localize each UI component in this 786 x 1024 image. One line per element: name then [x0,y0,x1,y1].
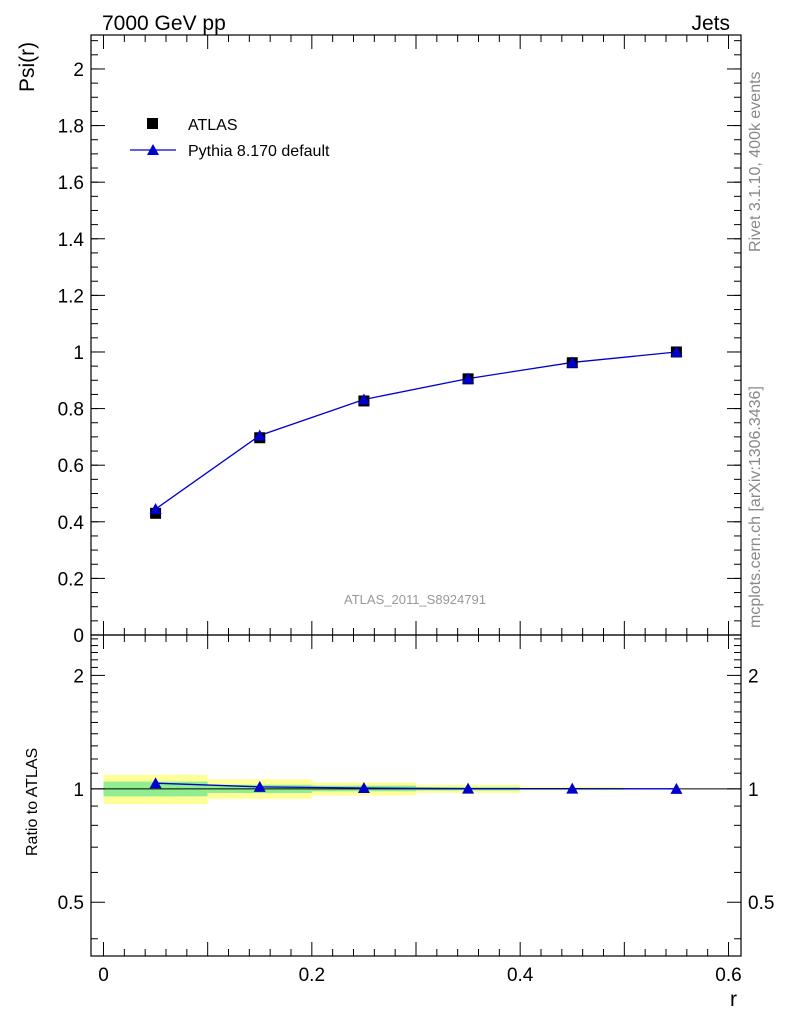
analysis-tag: ATLAS_2011_S8924791 [344,592,486,607]
x-tick-label: 0.6 [715,965,741,986]
main-y-tick-label: 1 [73,343,84,364]
main-y-axis-ticks: 0 0.2 0.4 0.6 0.8 1 1.2 1.4 1.6 1.8 2 [58,35,741,647]
legend-data-label: ATLAS [188,117,238,134]
header-left-label: 7000 GeV pp [102,12,226,35]
x-tick-label: 0.4 [507,965,534,986]
header-right-label: Jets [691,12,730,35]
ratio-point [149,777,162,789]
ratio-y-axis-label: Ratio to ATLAS [24,748,41,856]
rivet-version-label: Rivet 3.1.10, 400k events [747,71,764,252]
main-y-tick-label: 2 [73,60,84,81]
ratio-point [253,780,266,792]
main-y-tick-label: 0 [73,626,84,647]
ratio-y-tick-label: 1 [73,780,84,801]
ratio-plot-frame [90,634,742,957]
legend-mc-marker [147,144,159,155]
ratio-y-tick-label: 2 [73,666,84,687]
ratio-y-tick-label-right: 1 [748,780,759,801]
ratio-curve [155,782,677,790]
legend-mc-label: Pythia 8.170 default [188,143,330,160]
ratio-series-layer [149,777,683,794]
mc-point [462,372,475,384]
mc-point [253,429,266,441]
x-tick-label: 0 [98,965,109,986]
mcplots-label: mcplots.cern.ch [arXiv:1306.3436] [747,386,764,628]
ratio-point [670,782,683,794]
ratio-axis-ticks: 0.5 0.5 1 1 2 2 0 0.2 0.4 0.6 [58,635,774,986]
main-panel: 0 0.2 0.4 0.6 0.8 1 1.2 1.4 1.6 1.8 2 Psi(r) ATLAS… [16,34,742,647]
main-y-tick-label: 0.8 [58,400,84,421]
mc-point [149,503,162,515]
main-y-tick-label: 1.2 [58,286,84,307]
legend-data-marker [147,118,158,129]
main-y-tick-label: 0.6 [58,456,84,477]
main-y-tick-label: 1.6 [58,173,84,194]
ratio-point [357,782,370,794]
main-series-layer [149,345,683,519]
x-tick-label: 0.2 [299,965,325,986]
ratio-point [462,782,475,794]
ratio-panel: 0.5 0.5 1 1 2 2 0 0.2 0.4 0.6 Ratio to ATLAS r [24,634,774,1011]
ratio-point [566,782,579,794]
main-y-tick-label: 1.4 [58,230,85,251]
main-y-axis-label: Psi(r) [16,42,39,92]
x-axis-label: r [730,988,737,1011]
mc-curve [155,351,677,510]
ratio-y-tick-label: 0.5 [58,893,84,914]
mc-point [357,393,370,405]
main-y-tick-label: 1.8 [58,117,84,138]
legend: ATLAS Pythia 8.170 default [130,117,330,160]
main-y-tick-label: 0.2 [58,569,84,590]
mc-point [566,356,579,368]
ratio-y-tick-label-right: 2 [748,666,759,687]
ratio-y-tick-label-right: 0.5 [748,893,774,914]
mc-point [670,345,683,357]
main-y-tick-label: 0.4 [58,513,85,534]
